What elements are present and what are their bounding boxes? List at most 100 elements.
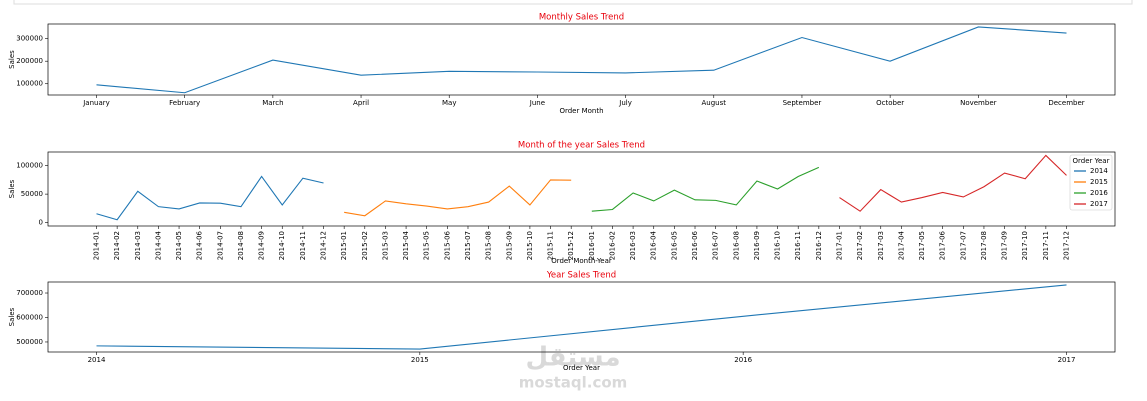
x-tick-label: 2017-10 (1021, 231, 1029, 260)
x-tick-label: 2015-10 (526, 231, 534, 260)
x-tick-label: January (82, 99, 110, 107)
x-tick-label: 2017-02 (856, 231, 864, 260)
legend-box (1069, 154, 1113, 211)
x-tick-label: 2017-09 (1001, 231, 1009, 260)
x-tick-label: July (618, 99, 632, 107)
x-axis-label: Order Month-Year (551, 257, 612, 265)
x-tick-label: 2016-04 (650, 230, 658, 260)
y-tick-label: 600000 (16, 313, 43, 321)
plot-frame (47, 23, 1116, 96)
x-tick-label: September (783, 99, 822, 107)
x-tick-label: 2015-06 (443, 230, 451, 260)
chart-title: Year Sales Trend (546, 271, 616, 281)
watermark-latin: mostaql.com (519, 374, 628, 392)
x-tick-label: 2017 (1058, 356, 1076, 364)
x-tick-label: 2014-03 (134, 231, 142, 260)
plot-frame (47, 281, 1116, 353)
x-tick-label: June (529, 99, 545, 107)
x-tick-label: 2015-11 (547, 231, 555, 260)
plot-frame (47, 151, 1116, 227)
x-tick-label: 2017-01 (835, 231, 843, 260)
x-tick-label: 2014-09 (258, 231, 266, 260)
x-tick-label: 2014-01 (93, 231, 101, 260)
series-line (96, 284, 1067, 350)
x-tick-label: August (702, 99, 727, 107)
top-frame (13, 0, 1133, 5)
series-line (96, 26, 1067, 94)
series-line (591, 166, 820, 212)
legend-label: 2014 (1090, 167, 1108, 175)
x-tick-label: 2017-06 (939, 230, 947, 260)
x-tick-label: 2015-04 (402, 230, 410, 260)
x-axis-label: Order Month (559, 107, 603, 115)
chart-title: Monthly Sales Trend (539, 13, 624, 23)
x-tick-label: 2017-12 (1063, 231, 1071, 260)
legend-label: 2015 (1090, 178, 1108, 186)
x-tick-label: 2015-03 (381, 231, 389, 260)
x-tick-label: 2016-09 (753, 231, 761, 260)
x-tick-label: 2017-03 (877, 231, 885, 260)
x-tick-label: May (442, 99, 456, 107)
x-tick-label: 2014-06 (196, 230, 204, 260)
x-tick-label: 2015-12 (567, 231, 575, 260)
legend-title: Order Year (1073, 157, 1110, 165)
x-tick-label: 2016-05 (670, 231, 678, 260)
x-tick-label: 2016-12 (815, 231, 823, 260)
legend-label: 2016 (1090, 189, 1108, 197)
x-tick-label: April (353, 99, 369, 107)
x-tick-label: 2017-04 (897, 230, 905, 260)
y-tick-label: 50000 (21, 190, 43, 198)
x-tick-label: 2016-10 (774, 231, 782, 260)
x-tick-label: 2014-11 (299, 231, 307, 260)
y-tick-label: 700000 (16, 289, 43, 297)
x-tick-label: 2016-03 (629, 231, 637, 260)
legend-label: 2017 (1090, 200, 1108, 208)
x-tick-label: 2016-01 (588, 231, 596, 260)
x-tick-label: 2015-05 (423, 231, 431, 260)
x-tick-label: October (876, 99, 904, 107)
series-line (96, 175, 324, 221)
x-tick-label: 2017-08 (980, 231, 988, 260)
x-tick-label: 2017-07 (959, 231, 967, 260)
x-tick-label: 2015 (411, 356, 429, 364)
x-tick-label: February (169, 99, 200, 107)
chart-title: Month of the year Sales Trend (518, 141, 645, 151)
watermark-arabic: مستقل (525, 343, 620, 373)
x-tick-label: March (262, 99, 283, 107)
x-tick-label: 2016-02 (608, 231, 616, 260)
x-tick-label: 2016-06 (691, 230, 699, 260)
y-tick-label: 0 (39, 219, 43, 227)
x-tick-label: 2014-08 (237, 231, 245, 260)
series-line (344, 179, 572, 217)
y-tick-label: 100000 (16, 162, 43, 170)
x-tick-label: December (1048, 99, 1084, 107)
x-tick-label: 2014 (88, 356, 106, 364)
x-axis-label: Order Year (563, 364, 600, 372)
x-tick-label: 2015-08 (485, 231, 493, 260)
x-tick-label: 2015-02 (361, 231, 369, 260)
y-tick-label: 500000 (16, 338, 43, 346)
x-tick-label: 2014-02 (113, 231, 121, 260)
x-tick-label: 2014-07 (216, 231, 224, 260)
x-tick-label: 2014-10 (278, 231, 286, 260)
series-line (839, 154, 1067, 212)
x-tick-label: 2017-11 (1042, 231, 1050, 260)
y-tick-label: 100000 (16, 80, 43, 88)
y-axis-label: Sales (8, 307, 16, 326)
x-tick-label: 2016-07 (712, 231, 720, 260)
x-tick-label: 2014-04 (154, 230, 162, 260)
x-tick-label: November (960, 99, 997, 107)
y-tick-label: 300000 (16, 35, 43, 43)
y-axis-label: Sales (8, 50, 16, 69)
x-tick-label: 2015-09 (505, 231, 513, 260)
x-tick-label: 2016-08 (732, 231, 740, 260)
x-tick-label: 2014-05 (175, 231, 183, 260)
x-tick-label: 2014-12 (320, 231, 328, 260)
y-tick-label: 200000 (16, 57, 43, 65)
x-tick-label: 2016 (734, 356, 752, 364)
x-tick-label: 2015-01 (340, 231, 348, 260)
x-tick-label: 2017-05 (918, 231, 926, 260)
y-axis-label: Sales (8, 179, 16, 198)
